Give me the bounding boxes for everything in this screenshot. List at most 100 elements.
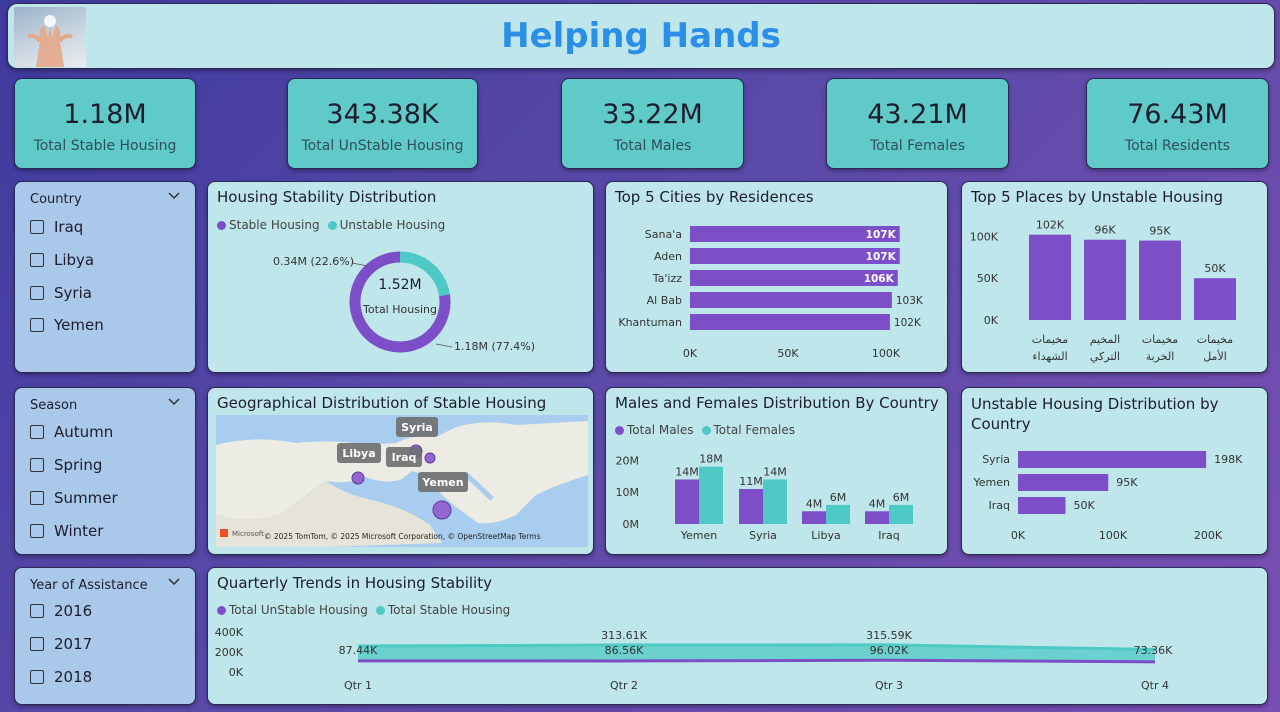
axis-category-label: المخيم xyxy=(1090,333,1121,346)
chevron-down-icon[interactable] xyxy=(167,396,181,411)
bar[interactable] xyxy=(865,511,889,524)
checkbox[interactable] xyxy=(30,604,44,618)
slicer-option-yemen[interactable]: Yemen xyxy=(30,316,104,334)
legend-item-males[interactable]: Total Males xyxy=(615,423,694,437)
slicer-option-2017[interactable]: 2017 xyxy=(30,635,92,653)
bar[interactable] xyxy=(1029,234,1071,320)
axis-category-label: Ta'izz xyxy=(652,272,682,285)
checkbox[interactable] xyxy=(30,491,44,505)
bar[interactable] xyxy=(739,489,763,524)
map-bubble-yemen[interactable] xyxy=(432,500,452,520)
line-unstable-housing xyxy=(357,658,1156,664)
axis-category-label: Qtr 1 xyxy=(344,679,372,692)
year-slicer: Year of Assistance 2016 2017 2018 xyxy=(14,567,196,705)
map-label-box xyxy=(396,417,438,437)
slicer-option-autumn[interactable]: Autumn xyxy=(30,423,113,441)
bar[interactable] xyxy=(1018,451,1207,468)
chevron-down-icon[interactable] xyxy=(167,190,181,205)
slicer-option-summer[interactable]: Summer xyxy=(30,489,118,507)
bar[interactable] xyxy=(690,292,892,308)
legend-label: Total Females xyxy=(713,423,795,437)
data-label: 14M xyxy=(763,465,787,478)
bar[interactable] xyxy=(763,479,787,524)
data-label: 96.02K xyxy=(870,644,909,657)
donut-chart: 1.52M Total Housing 0.34M (22.6%) 1.18M … xyxy=(273,251,535,353)
axis-category-label: Syria xyxy=(982,453,1010,466)
checkbox[interactable] xyxy=(30,220,44,234)
axis-tick-label: 100K xyxy=(970,230,999,243)
slicer-option-iraq[interactable]: Iraq xyxy=(30,218,83,236)
map-bubble-libya[interactable] xyxy=(351,471,365,485)
checkbox[interactable] xyxy=(30,318,44,332)
axis-category-label: Al Bab xyxy=(647,294,682,307)
checkbox[interactable] xyxy=(30,524,44,538)
axis-tick-label: 50K xyxy=(777,347,799,360)
bar[interactable] xyxy=(826,504,850,524)
legend-dot xyxy=(217,220,226,230)
data-label: 96K xyxy=(1094,224,1116,237)
data-label: 4M xyxy=(869,497,886,510)
top-places-card: Top 5 Places by Unstable Housing 100K 50K… xyxy=(961,181,1268,373)
checkbox[interactable] xyxy=(30,425,44,439)
donut-slice-unstable[interactable] xyxy=(399,251,450,297)
checkbox[interactable] xyxy=(30,286,44,300)
map-view[interactable]: Syria Libya Iraq Yemen Microsoft © 2025 … xyxy=(216,415,588,547)
bar[interactable] xyxy=(690,270,898,286)
bar[interactable] xyxy=(1139,240,1181,320)
axis-category-label: Khantuman xyxy=(618,316,682,329)
bar[interactable] xyxy=(1194,278,1236,320)
bar[interactable] xyxy=(802,511,826,524)
quarterly-area-chart: 400K 200K 0K Qtr 1 87.44K Qtr 2 86.56K 313.61K Q… xyxy=(215,626,1173,692)
legend-item-stable[interactable]: Total Stable Housing xyxy=(375,603,510,617)
slicer-option-2016[interactable]: 2016 xyxy=(30,602,92,620)
cities-bar-chart: Sana'a 107K Aden 107K Ta'izz 106K Al Bab 103K Kh… xyxy=(618,226,924,360)
axis-category-label: الأمل xyxy=(1203,349,1227,363)
legend-item-females[interactable]: Total Females xyxy=(701,423,795,437)
gender-card: Males and Females Distribution By Countr… xyxy=(605,387,948,555)
quarterly-card: Quarterly Trends in Housing Stability To… xyxy=(207,567,1268,705)
data-label: 198K xyxy=(1214,453,1243,466)
legend-item-unstable[interactable]: Total UnStable Housing xyxy=(217,603,368,617)
axis-tick-label: 0K xyxy=(229,666,244,679)
axis-category-label: Qtr 3 xyxy=(875,679,903,692)
bar[interactable] xyxy=(1018,474,1109,491)
bar[interactable] xyxy=(699,466,723,524)
chart-title: Geographical Distribution of Stable Hous… xyxy=(217,394,547,412)
bar[interactable] xyxy=(690,226,900,242)
data-label: 102K xyxy=(1036,219,1065,232)
area-stable-housing[interactable] xyxy=(358,644,1155,662)
slicer-option-winter[interactable]: Winter xyxy=(30,522,103,540)
legend-item-stable[interactable]: Stable Housing xyxy=(217,218,320,232)
axis-tick-label: 20M xyxy=(616,454,640,467)
map-attribution[interactable]: © 2025 TomTom, © 2025 Microsoft Corporat… xyxy=(264,532,541,541)
legend-label: Total UnStable Housing xyxy=(229,603,368,617)
chevron-down-icon[interactable] xyxy=(167,576,181,591)
slicer-option-2018[interactable]: 2018 xyxy=(30,668,92,686)
axis-category-label: Iraq xyxy=(878,529,900,542)
kpi-value: 43.21M xyxy=(867,99,968,130)
axis-category-label: مخيمات xyxy=(1032,333,1068,346)
bar[interactable] xyxy=(690,314,890,330)
slicer-option-libya[interactable]: Libya xyxy=(30,251,94,269)
map-africa xyxy=(216,481,442,547)
axis-category-label: الخربة xyxy=(1146,350,1175,363)
axis-tick-label: 0M xyxy=(623,518,640,531)
slicer-option-syria[interactable]: Syria xyxy=(30,284,92,302)
bar[interactable] xyxy=(889,504,913,524)
checkbox[interactable] xyxy=(30,637,44,651)
bar[interactable] xyxy=(675,479,699,524)
option-label: Iraq xyxy=(54,218,84,236)
checkbox[interactable] xyxy=(30,670,44,684)
bar[interactable] xyxy=(1018,497,1066,514)
map-bubble-iraq[interactable] xyxy=(424,452,436,464)
donut-center-label: Total Housing xyxy=(362,303,437,316)
checkbox[interactable] xyxy=(30,458,44,472)
option-label: Winter xyxy=(54,522,104,540)
option-label: Yemen xyxy=(54,316,104,334)
bar[interactable] xyxy=(690,248,900,264)
bar[interactable] xyxy=(1084,239,1126,320)
legend-item-unstable[interactable]: Unstable Housing xyxy=(327,218,445,232)
checkbox[interactable] xyxy=(30,253,44,267)
slicer-option-spring[interactable]: Spring xyxy=(30,456,102,474)
donut-slice-stable[interactable] xyxy=(349,251,451,353)
